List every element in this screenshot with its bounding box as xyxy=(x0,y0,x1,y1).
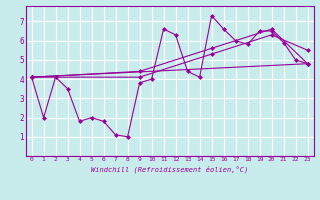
X-axis label: Windchill (Refroidissement éolien,°C): Windchill (Refroidissement éolien,°C) xyxy=(91,165,248,173)
